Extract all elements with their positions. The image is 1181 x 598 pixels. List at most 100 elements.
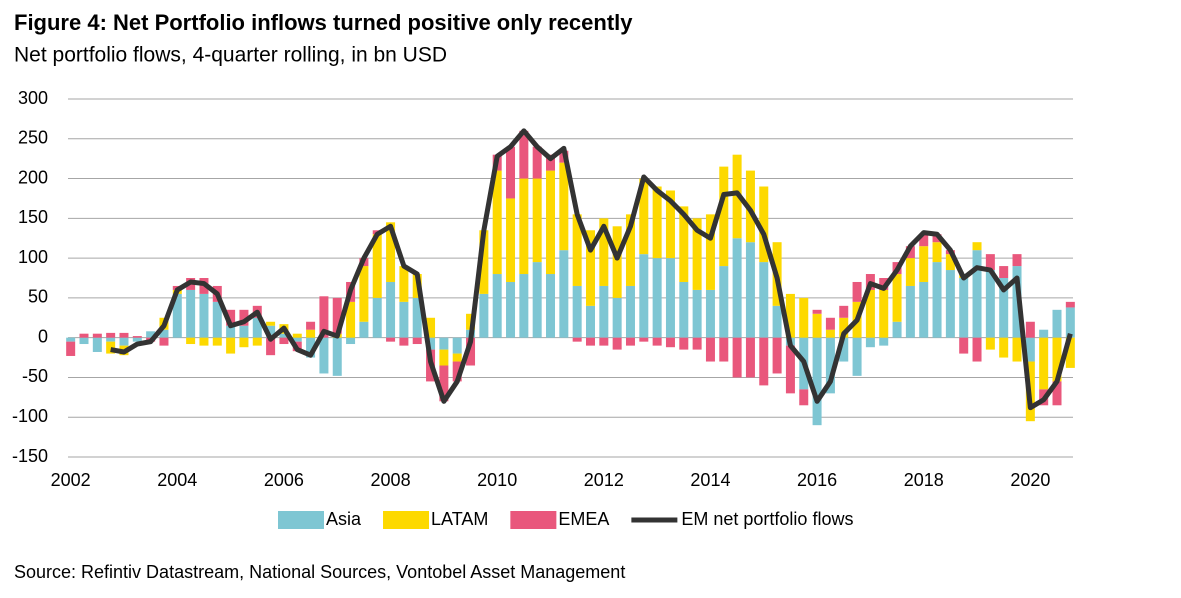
bar — [279, 333, 289, 338]
bar — [972, 250, 982, 338]
bar — [1025, 337, 1035, 362]
bar — [639, 254, 649, 338]
bar — [452, 337, 462, 354]
bar — [825, 337, 835, 394]
bar — [785, 345, 795, 394]
bar — [212, 337, 222, 346]
bar — [772, 337, 782, 374]
bar — [905, 246, 915, 259]
bar — [1052, 381, 1062, 406]
bar — [226, 309, 236, 326]
bar — [399, 266, 409, 302]
bar — [679, 206, 689, 282]
bar — [92, 333, 102, 338]
y-tick-label: 200 — [18, 167, 48, 187]
bar — [412, 337, 422, 345]
bar — [506, 281, 516, 338]
bar — [879, 289, 889, 338]
bar — [585, 337, 595, 346]
bar — [639, 337, 649, 342]
bar — [66, 337, 76, 342]
bar — [665, 258, 675, 338]
bar — [546, 170, 556, 275]
bar — [919, 234, 929, 247]
bar — [732, 337, 742, 378]
bar — [306, 337, 316, 358]
bar — [252, 317, 262, 338]
bar — [159, 329, 169, 338]
bar — [532, 262, 542, 338]
bar — [266, 321, 276, 326]
bar — [92, 337, 102, 352]
line — [110, 128, 1073, 411]
bar — [172, 293, 182, 338]
bar — [639, 178, 649, 255]
bar — [332, 297, 342, 334]
bar — [759, 337, 769, 386]
bar — [905, 258, 915, 286]
bar — [665, 190, 675, 259]
bar — [239, 325, 249, 338]
y-tick-label: -50 — [22, 366, 48, 386]
bar — [759, 186, 769, 263]
bar — [399, 337, 409, 346]
legend-swatch — [383, 511, 430, 529]
bar — [506, 146, 516, 199]
bar — [719, 266, 729, 338]
y-tick-label: 50 — [28, 287, 48, 307]
bar — [985, 270, 995, 338]
bar — [625, 337, 635, 346]
bar — [546, 154, 556, 171]
bar — [66, 341, 76, 356]
bar — [785, 293, 795, 338]
bar — [705, 337, 715, 362]
bar — [572, 337, 582, 342]
bar — [186, 289, 196, 338]
bar — [492, 170, 502, 275]
x-tick-label: 2018 — [904, 470, 944, 490]
legend-swatch — [510, 511, 557, 529]
bar — [106, 341, 116, 354]
bar — [679, 337, 689, 350]
bar — [839, 305, 849, 318]
bar — [879, 278, 889, 290]
bar — [506, 198, 516, 282]
y-tick-label: -150 — [12, 446, 48, 466]
bar — [1052, 309, 1062, 338]
x-tick-label: 2020 — [1010, 470, 1050, 490]
bar — [292, 333, 302, 338]
bar — [705, 289, 715, 338]
bar — [106, 332, 116, 338]
bar — [625, 214, 635, 286]
bar — [1065, 307, 1075, 338]
bar — [932, 234, 942, 243]
bar — [319, 337, 329, 374]
bar — [492, 274, 502, 338]
bar — [106, 337, 116, 342]
bar — [559, 250, 569, 338]
y-tick-label: -100 — [12, 406, 48, 426]
legend-label: LATAM — [431, 509, 488, 529]
bar — [1012, 337, 1022, 362]
bar — [226, 325, 236, 338]
bar — [585, 305, 595, 338]
bar — [719, 337, 729, 362]
bar — [825, 329, 835, 338]
bar — [1065, 337, 1075, 368]
bar — [279, 337, 289, 345]
bar — [519, 178, 529, 275]
bar — [1012, 254, 1022, 267]
bar — [386, 281, 396, 338]
bar — [426, 337, 436, 350]
bar — [652, 186, 662, 259]
y-tick-label: 250 — [18, 128, 48, 148]
bar — [399, 301, 409, 338]
bar — [985, 337, 995, 350]
y-tick-label: 300 — [18, 88, 48, 108]
bar — [839, 337, 849, 362]
legend-label: EM net portfolio flows — [681, 509, 853, 529]
bar — [359, 321, 369, 338]
bar — [892, 321, 902, 338]
legend-label: Asia — [326, 509, 362, 529]
